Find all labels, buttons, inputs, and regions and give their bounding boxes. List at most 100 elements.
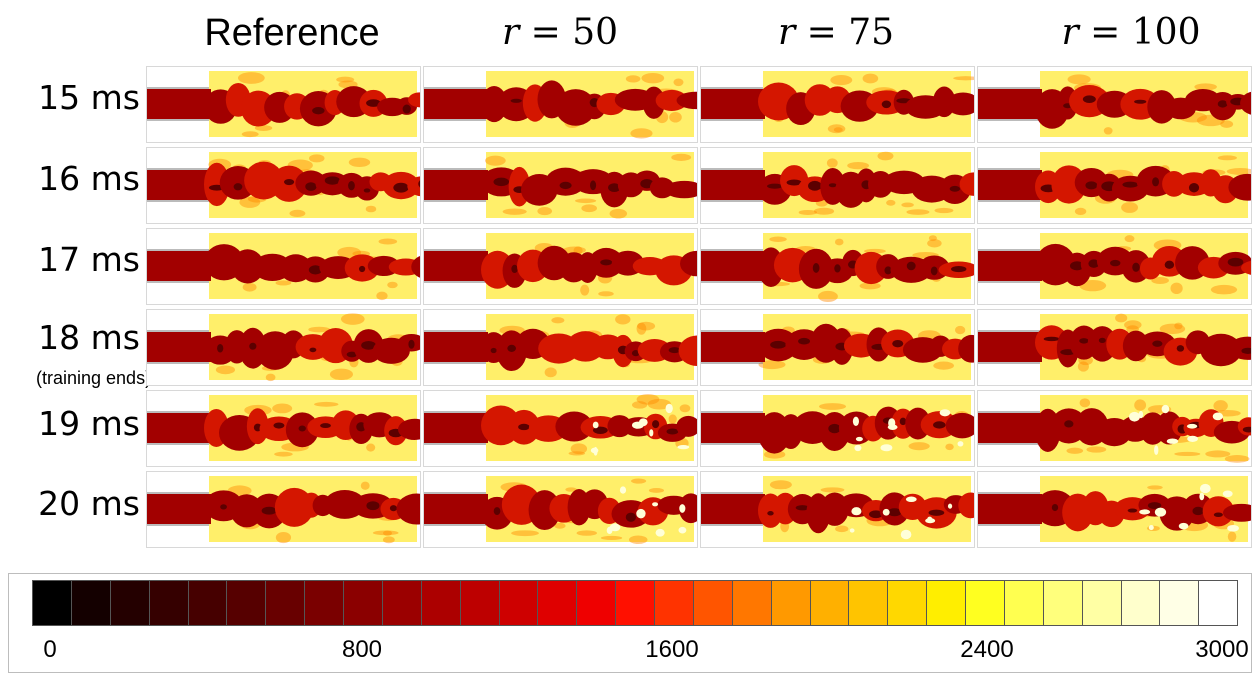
dark-pocket xyxy=(559,181,572,190)
flame-wisp xyxy=(1067,74,1091,85)
dark-pocket xyxy=(324,176,341,185)
dark-pocket xyxy=(869,510,883,519)
header-value: = 75 xyxy=(795,12,895,53)
colorbar-segment xyxy=(655,581,694,625)
field-plot xyxy=(147,233,420,301)
hot-spot xyxy=(905,496,917,503)
dark-pocket xyxy=(308,265,323,275)
flame-wisp xyxy=(769,236,787,242)
injector-jet xyxy=(147,170,211,200)
jet-plume-blob xyxy=(676,91,697,110)
hot-spot xyxy=(854,444,862,452)
colorbar-segment xyxy=(888,581,928,625)
flame-wisp xyxy=(1205,450,1231,458)
injector-jet xyxy=(978,332,1042,362)
header-variable: r xyxy=(777,12,796,53)
flame-wisp xyxy=(1147,485,1163,490)
injector-jet xyxy=(424,332,488,362)
flame-wisp xyxy=(502,208,527,215)
field-plot xyxy=(701,476,974,542)
header-variable: r xyxy=(1061,12,1079,53)
flame-wisp xyxy=(378,238,398,245)
jet-plume-blob xyxy=(664,180,697,199)
injector-jet xyxy=(978,251,1042,281)
flame-wisp xyxy=(309,154,325,163)
hot-spot xyxy=(1187,435,1199,442)
jet-plume-blob xyxy=(678,493,697,524)
field-plot xyxy=(424,233,697,299)
colorbar-segment xyxy=(927,581,966,625)
field-panel xyxy=(146,147,421,224)
dark-pocket xyxy=(1127,508,1138,513)
jet-plume-blob xyxy=(1228,173,1251,201)
injector-jet xyxy=(701,251,765,281)
dark-pocket xyxy=(1227,257,1244,267)
dark-pocket xyxy=(507,344,517,352)
flame-wisp xyxy=(636,322,647,335)
field-plot xyxy=(701,151,974,218)
flame-wisp xyxy=(813,207,835,215)
injector-jet xyxy=(978,89,1042,119)
injector-jet xyxy=(978,413,1042,443)
flame-wisp xyxy=(372,530,399,536)
colorbar-segment xyxy=(577,581,617,625)
flame-wisp xyxy=(272,403,293,414)
flame-wisp xyxy=(818,403,847,410)
flame-wisp xyxy=(945,443,954,451)
flame-wisp xyxy=(630,128,653,139)
colorbar-segment xyxy=(1082,581,1122,625)
dark-pocket xyxy=(1051,503,1059,512)
field-panel xyxy=(423,390,698,467)
hot-spot xyxy=(1199,483,1211,494)
field-panel xyxy=(977,147,1252,224)
flame-wisp xyxy=(847,161,869,170)
dark-pocket xyxy=(1188,182,1200,193)
field-panel xyxy=(423,228,698,305)
injector-jet xyxy=(701,89,765,119)
flame-wisp xyxy=(308,326,331,333)
dark-pocket xyxy=(261,506,277,515)
colorbar-segment xyxy=(1043,581,1083,625)
hot-spot xyxy=(1227,524,1239,532)
injector-jet xyxy=(424,170,488,200)
dark-pocket xyxy=(608,183,621,192)
hot-spot xyxy=(665,403,673,414)
column-header-4: r = 100 xyxy=(981,8,1258,58)
flame-wisp xyxy=(769,480,792,490)
flame-wisp xyxy=(485,155,506,166)
dark-pocket xyxy=(402,104,411,114)
flame-wisp xyxy=(901,202,914,208)
dark-pocket xyxy=(892,339,904,348)
flame-wisp xyxy=(648,488,665,493)
field-panel xyxy=(146,309,421,386)
flame-wisp xyxy=(609,208,628,219)
colorbar-segment xyxy=(966,581,1005,625)
hot-spot xyxy=(1186,423,1198,429)
colorbar-segment xyxy=(693,581,733,625)
flame-wisp xyxy=(575,198,597,204)
colorbar-segment xyxy=(849,581,889,625)
flame-wisp xyxy=(826,158,838,168)
dark-pocket xyxy=(510,98,522,103)
hot-spot xyxy=(947,503,953,509)
flame-wisp xyxy=(366,443,376,452)
flame-wisp xyxy=(669,111,682,123)
flame-wisp xyxy=(1170,282,1183,295)
flame-wisp xyxy=(1174,451,1201,457)
flame-wisp xyxy=(625,75,641,83)
dark-pocket xyxy=(887,508,902,517)
colorbar-segment xyxy=(1121,581,1161,625)
dark-pocket xyxy=(834,264,841,273)
colorbar-tick-label: 1600 xyxy=(645,636,699,663)
dark-pocket xyxy=(928,509,945,516)
field-plot xyxy=(147,152,420,218)
field-panel xyxy=(700,390,975,467)
flame-wisp xyxy=(1121,202,1139,213)
dark-pocket xyxy=(828,423,841,434)
jet-plume-blob xyxy=(676,415,697,437)
hot-spot xyxy=(888,418,896,428)
injector-jet xyxy=(701,494,765,524)
flame-wisp xyxy=(1086,446,1107,453)
colorbar-segment xyxy=(382,581,422,625)
dark-pocket xyxy=(1085,181,1098,190)
